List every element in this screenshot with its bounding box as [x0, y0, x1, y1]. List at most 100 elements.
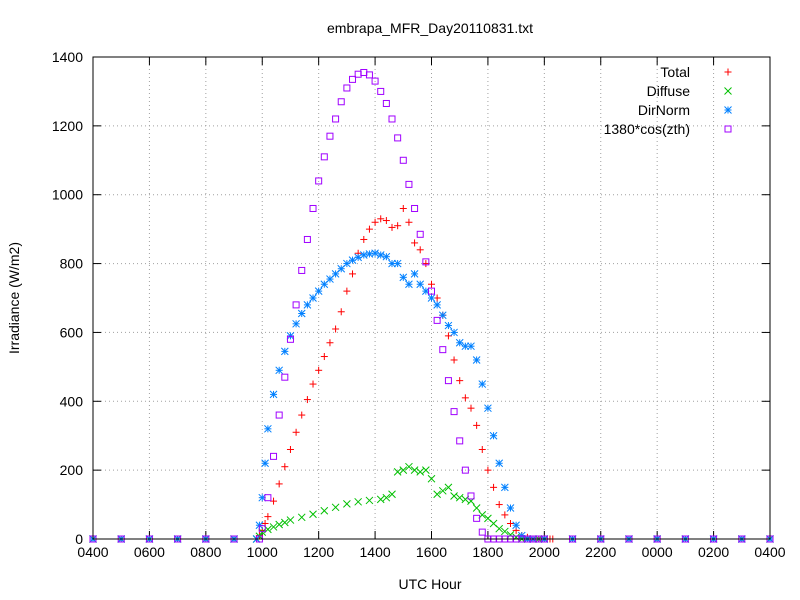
data-point — [297, 309, 306, 318]
data-point — [280, 347, 289, 356]
data-point — [433, 301, 441, 309]
y-tick-label: 1000 — [52, 187, 83, 203]
data-point — [456, 437, 464, 445]
data-point — [314, 287, 323, 295]
data-point — [467, 342, 475, 351]
x-tick-label: 2000 — [529, 544, 560, 560]
data-point — [500, 483, 509, 492]
data-point — [428, 280, 435, 288]
data-point — [467, 492, 475, 500]
data-point — [292, 319, 300, 328]
data-point — [439, 346, 447, 354]
data-point — [484, 404, 492, 413]
x-axis-label: UTC Hour — [398, 576, 461, 592]
data-point — [382, 252, 391, 261]
data-point — [269, 390, 278, 399]
grid — [93, 57, 770, 539]
data-point — [371, 218, 379, 226]
plot-frame — [92, 56, 771, 540]
data-point — [416, 246, 424, 254]
y-tick-label: 200 — [60, 462, 84, 478]
data-point — [467, 404, 475, 412]
data-point — [478, 528, 486, 536]
legend-label: 1380*cos(zth) — [604, 121, 690, 137]
data-point — [303, 301, 312, 309]
data-point — [337, 98, 345, 106]
data-point — [416, 468, 425, 476]
data-point — [286, 445, 294, 453]
y-tick-label: 400 — [60, 393, 84, 409]
data-point — [472, 356, 481, 364]
data-point — [472, 504, 481, 512]
legend-marker — [724, 87, 732, 95]
data-point — [303, 396, 311, 404]
data-point — [343, 500, 351, 508]
data-point — [258, 525, 266, 533]
data-point — [489, 431, 498, 440]
data-point — [331, 503, 340, 512]
data-point — [309, 204, 317, 212]
data-point — [382, 217, 390, 225]
data-point — [365, 496, 374, 505]
data-point — [376, 495, 385, 504]
data-point — [315, 366, 323, 374]
data-point — [410, 466, 419, 474]
data-point — [332, 325, 340, 333]
data-point — [506, 520, 514, 528]
data-point — [343, 287, 351, 295]
data-point — [371, 249, 379, 258]
data-point — [388, 223, 396, 231]
data-point — [512, 521, 520, 530]
data-point — [280, 518, 289, 527]
data-point — [275, 520, 284, 529]
x-tick-label: 1000 — [247, 544, 278, 560]
data-point — [410, 270, 419, 278]
data-point — [478, 380, 487, 388]
chart-title: embrapa_MFR_Day20110831.txt — [327, 20, 533, 36]
data-point — [281, 373, 289, 381]
data-point — [405, 280, 413, 289]
data-point — [455, 493, 464, 502]
x-tick-label: 1400 — [360, 544, 391, 560]
data-point — [394, 222, 402, 230]
data-point — [309, 380, 317, 388]
data-point — [270, 452, 278, 460]
data-point — [376, 251, 385, 259]
data-point — [438, 311, 447, 320]
data-point — [360, 68, 368, 76]
data-point — [399, 156, 407, 164]
data-point — [359, 251, 368, 259]
data-point — [495, 524, 504, 533]
data-point — [320, 506, 329, 515]
data-point — [438, 486, 447, 495]
data-point — [377, 87, 385, 95]
data-point — [450, 408, 458, 416]
data-point — [427, 294, 436, 302]
data-point — [422, 258, 430, 266]
data-point — [405, 218, 413, 226]
data-point — [461, 466, 469, 474]
data-point — [309, 510, 317, 519]
data-point — [444, 483, 453, 492]
legend-marker — [724, 106, 732, 114]
data-point — [388, 115, 396, 123]
data-point — [269, 523, 278, 531]
data-point — [506, 504, 515, 512]
data-point — [444, 321, 453, 330]
data-point — [450, 492, 458, 500]
x-tick-label: 0400 — [754, 544, 785, 560]
legend-label: Diffuse — [647, 83, 691, 99]
data-point — [264, 424, 272, 433]
data-point — [411, 204, 419, 212]
data-point — [320, 153, 328, 161]
y-tick-label: 0 — [75, 531, 83, 547]
data-point — [298, 266, 306, 274]
data-point — [292, 301, 300, 309]
data-point — [461, 394, 469, 402]
y-tick-label: 600 — [60, 324, 84, 340]
data-point — [456, 377, 464, 385]
data-point — [275, 366, 284, 375]
data-point — [297, 513, 306, 522]
data-point — [320, 353, 328, 361]
data-point — [326, 132, 334, 140]
